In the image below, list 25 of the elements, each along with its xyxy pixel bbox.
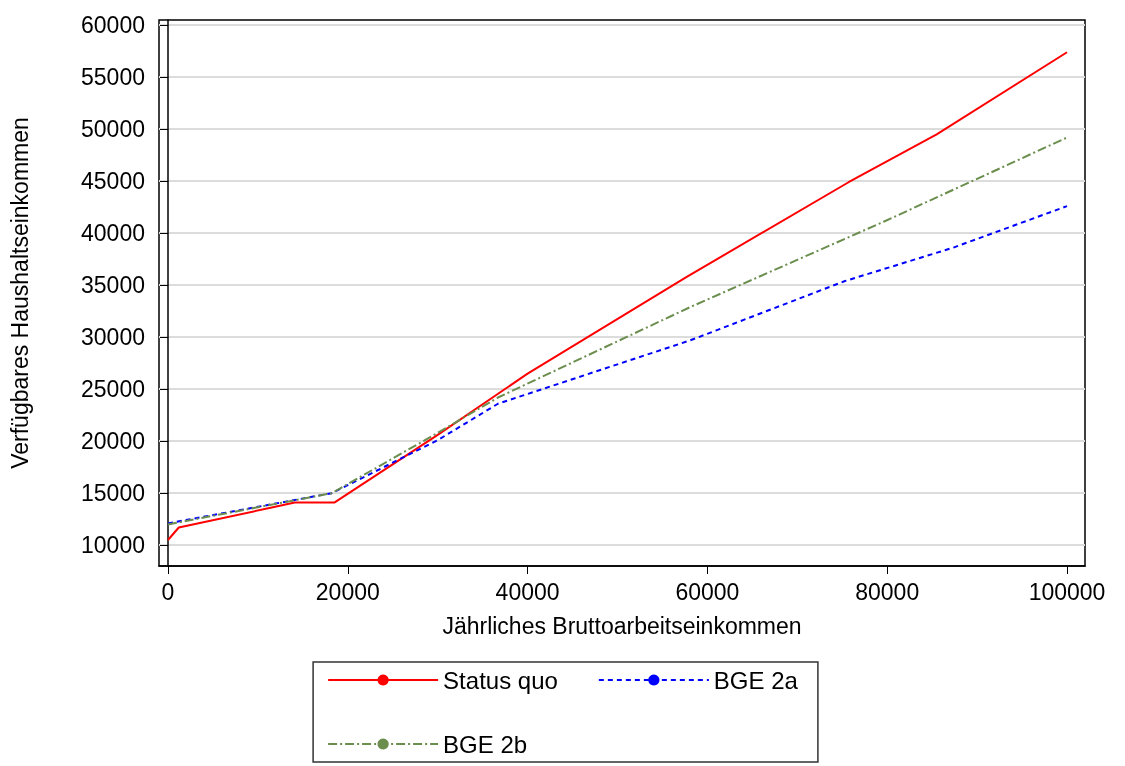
legend-label: Status quo xyxy=(443,666,558,694)
line-series xyxy=(166,205,1069,525)
y-axis-title: Verfügbares Haushaltseinkommen xyxy=(6,117,33,469)
legend-label: BGE 2a xyxy=(713,666,799,694)
x-tick-label: 20000 xyxy=(315,578,380,605)
y-tick-label: 20000 xyxy=(81,428,145,455)
y-tick-label: 25000 xyxy=(81,376,145,403)
y-tick-label: 35000 xyxy=(81,272,145,299)
y-tick-label: 30000 xyxy=(81,324,145,351)
y-tick-label: 45000 xyxy=(81,168,145,195)
x-axis-title: Jährliches Bruttoarbeitseinkommen xyxy=(442,612,802,639)
x-tick-label: 60000 xyxy=(675,578,740,605)
y-tick-label: 50000 xyxy=(81,116,145,143)
y-tick-label: 15000 xyxy=(81,480,145,507)
y-tick-label: 10000 xyxy=(81,532,145,559)
y-tick-label: 55000 xyxy=(81,64,145,91)
line-series xyxy=(166,51,1069,541)
x-tick-label: 0 xyxy=(161,578,175,605)
y-tick-label: 60000 xyxy=(81,12,145,39)
x-tick-label: 100000 xyxy=(1028,578,1106,605)
legend-label: BGE 2b xyxy=(443,730,528,758)
y-tick-label: 40000 xyxy=(81,220,145,247)
x-tick-label: 80000 xyxy=(855,578,920,605)
x-tick-label: 40000 xyxy=(495,578,560,605)
line-series xyxy=(166,136,1069,526)
